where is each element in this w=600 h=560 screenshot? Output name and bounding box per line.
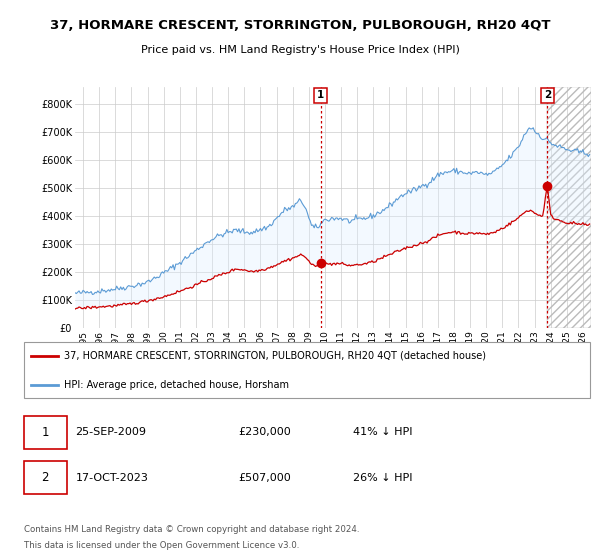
Text: 2: 2 [544,90,551,100]
Text: 41% ↓ HPI: 41% ↓ HPI [353,427,413,437]
Text: 37, HORMARE CRESCENT, STORRINGTON, PULBOROUGH, RH20 4QT: 37, HORMARE CRESCENT, STORRINGTON, PULBO… [50,18,550,32]
Text: 1: 1 [317,90,324,100]
Text: 26% ↓ HPI: 26% ↓ HPI [353,473,413,483]
FancyBboxPatch shape [24,461,67,494]
Text: 1: 1 [41,426,49,438]
Text: 25-SEP-2009: 25-SEP-2009 [76,427,146,437]
FancyBboxPatch shape [24,342,590,398]
Text: Contains HM Land Registry data © Crown copyright and database right 2024.: Contains HM Land Registry data © Crown c… [24,525,359,534]
FancyBboxPatch shape [24,416,67,449]
Text: £507,000: £507,000 [239,473,292,483]
Text: £230,000: £230,000 [239,427,292,437]
Text: HPI: Average price, detached house, Horsham: HPI: Average price, detached house, Hors… [64,380,289,390]
Text: 37, HORMARE CRESCENT, STORRINGTON, PULBOROUGH, RH20 4QT (detached house): 37, HORMARE CRESCENT, STORRINGTON, PULBO… [64,351,486,361]
Text: 2: 2 [41,472,49,484]
Text: This data is licensed under the Open Government Licence v3.0.: This data is licensed under the Open Gov… [24,542,299,550]
Text: 17-OCT-2023: 17-OCT-2023 [76,473,148,483]
Text: Price paid vs. HM Land Registry's House Price Index (HPI): Price paid vs. HM Land Registry's House … [140,45,460,55]
